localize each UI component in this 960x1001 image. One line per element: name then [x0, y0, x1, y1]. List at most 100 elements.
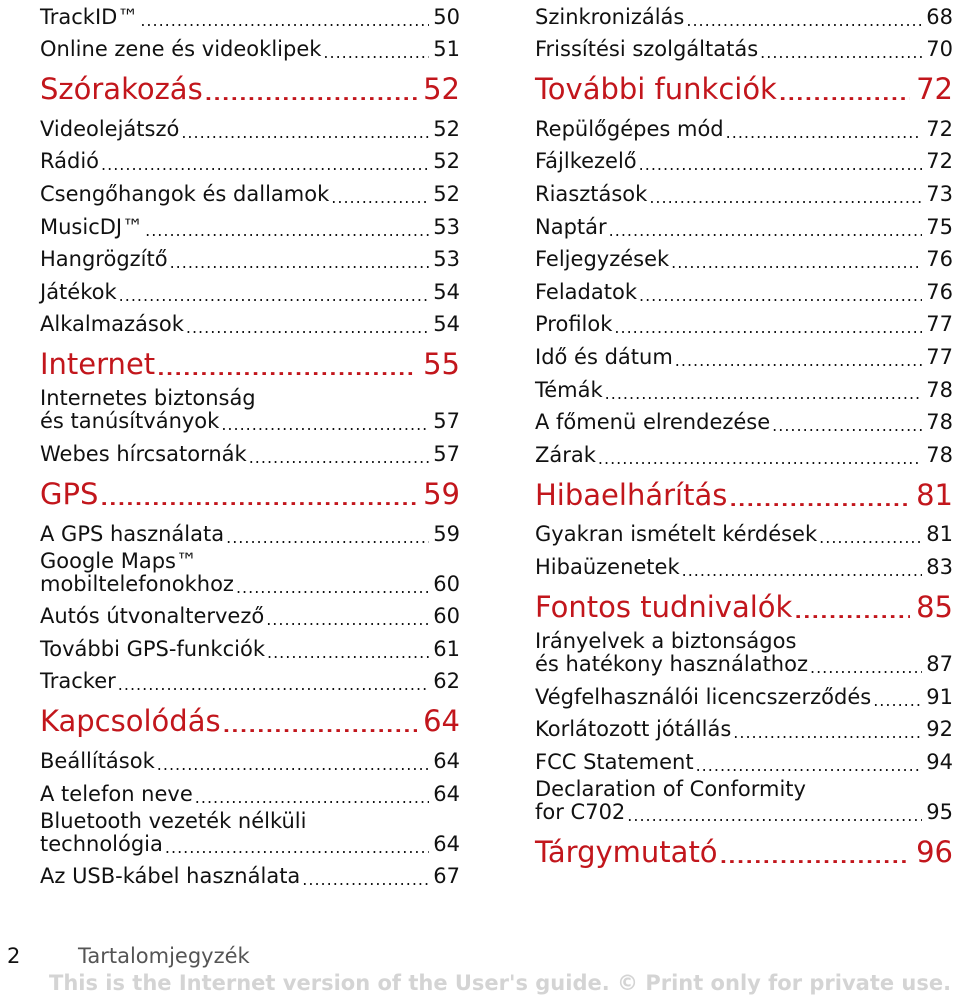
- entry-label: Tracker: [40, 669, 116, 694]
- toc-entry[interactable]: Gyakran ismételt kérdések 81: [535, 518, 953, 551]
- toc-entry[interactable]: Naptár 75: [535, 210, 953, 243]
- toc-entry[interactable]: Feljegyzések 76: [535, 243, 953, 276]
- toc-entry[interactable]: Autós útvonaltervező 60: [40, 600, 460, 633]
- entry-label: Fájlkezelő: [535, 149, 637, 174]
- toc-entry[interactable]: Idő és dátum 77: [535, 340, 953, 373]
- dot-leader: [221, 420, 429, 430]
- dot-leader: [165, 843, 429, 853]
- toc-entry[interactable]: Online zene és videoklipek 51: [40, 33, 460, 66]
- dot-leader: [226, 533, 429, 543]
- dot-leader: [810, 663, 922, 673]
- entry-label: Játékok: [40, 279, 117, 304]
- entry-label: Témák: [535, 377, 603, 402]
- toc-entry[interactable]: TrackID™ 50: [40, 0, 460, 33]
- entry-label: Riasztások: [535, 181, 648, 206]
- page-ref: 52: [433, 149, 460, 174]
- dot-leader: [181, 128, 429, 138]
- page-ref: 54: [433, 312, 460, 337]
- toc-section-heading[interactable]: Kapcsolódás 64: [40, 697, 460, 744]
- toc-entry[interactable]: Rádió 52: [40, 145, 460, 178]
- entry-label: mobiltelefonokhoz: [40, 571, 234, 596]
- toc-entry[interactable]: Szinkronizálás 68: [535, 0, 953, 33]
- dot-leader: [101, 160, 429, 170]
- toc-entry[interactable]: Webes hírcsatornák 57: [40, 437, 460, 470]
- section-label: Fontos tudnivalók: [535, 589, 793, 624]
- dot-leader: [605, 389, 923, 399]
- toc-entry[interactable]: Játékok 54: [40, 275, 460, 308]
- toc-entry[interactable]: Végfelhasználói licencszerződés 91: [535, 680, 953, 713]
- page-ref: 96: [916, 834, 953, 869]
- toc-section-heading[interactable]: Szórakozás 52: [40, 65, 460, 112]
- dot-leader: [323, 48, 429, 58]
- toc-section-heading[interactable]: Fontos tudnivalók 85: [535, 583, 953, 630]
- dot-leader: [170, 258, 430, 268]
- dot-leader: [609, 226, 923, 236]
- entry-label: Feladatok: [535, 279, 637, 304]
- dot-leader: [720, 851, 911, 863]
- page-ref: 72: [916, 72, 953, 107]
- toc-section-heading[interactable]: Tárgymutató 96: [535, 828, 953, 875]
- toc-entry[interactable]: Riasztások 73: [535, 177, 953, 210]
- toc-section-heading[interactable]: Hibaelhárítás 81: [535, 471, 953, 518]
- toc-entry[interactable]: Alkalmazások 54: [40, 308, 460, 341]
- section-label: További funkciók: [535, 72, 777, 107]
- dot-leader: [733, 728, 922, 738]
- toc-entry[interactable]: Csengőhangok és dallamok 52: [40, 177, 460, 210]
- toc-entry[interactable]: Hibaüzenetek 83: [535, 550, 953, 583]
- section-label: Internet: [40, 347, 156, 382]
- section-label: Szórakozás: [40, 72, 203, 107]
- entry-label: TrackID™: [40, 4, 139, 29]
- dot-leader: [627, 811, 922, 821]
- toc-entry[interactable]: A főmenü elrendezése 78: [535, 406, 953, 439]
- page-ref: 59: [423, 476, 460, 511]
- toc-entry[interactable]: A GPS használata 59: [40, 517, 460, 550]
- toc-entry[interactable]: Beállítások 64: [40, 744, 460, 777]
- toc-entry[interactable]: Témák 78: [535, 373, 953, 406]
- toc-entry[interactable]: Profilok 77: [535, 308, 953, 341]
- toc-entry[interactable]: Zárak 78: [535, 438, 953, 471]
- entry-label: Idő és dátum: [535, 344, 673, 369]
- toc-entry[interactable]: További GPS-funkciók 61: [40, 632, 460, 665]
- dot-leader: [779, 88, 910, 100]
- toc-entry-label-line1: Internetes biztonság: [40, 386, 256, 411]
- toc-entry[interactable]: Hangrögzítő 53: [40, 243, 460, 276]
- toc-entry[interactable]: Fájlkezelő 72: [535, 145, 953, 178]
- toc-entry[interactable]: Korlátozott jótállás 92: [535, 713, 953, 746]
- dot-leader: [794, 606, 910, 618]
- page-ref: 81: [926, 522, 953, 547]
- page-ref: 83: [926, 554, 953, 579]
- page-number: 2: [7, 944, 21, 968]
- page-ref: 57: [433, 409, 460, 434]
- page-ref: 78: [926, 377, 953, 402]
- page-ref: 62: [433, 669, 460, 694]
- toc-entry[interactable]: Frissítési szolgáltatás 70: [535, 33, 953, 66]
- toc-entry[interactable]: Tracker 62: [40, 665, 460, 698]
- toc-section-heading[interactable]: További funkciók 72: [535, 65, 953, 112]
- entry-label: Az USB-kábel használata: [40, 864, 301, 889]
- toc-section-heading[interactable]: Internet 55: [40, 340, 460, 387]
- dot-leader: [729, 494, 910, 506]
- toc-entry[interactable]: FCC Statement 94: [535, 745, 953, 778]
- toc-entry[interactable]: MusicDJ™ 53: [40, 210, 460, 243]
- toc-entry[interactable]: Repülőgépes mód 72: [535, 112, 953, 145]
- entry-label: Webes hírcsatornák: [40, 441, 247, 466]
- dot-leader: [614, 323, 922, 333]
- dot-leader: [686, 16, 922, 26]
- entry-label: A GPS használata: [40, 521, 225, 546]
- entry-label: Rádió: [40, 149, 100, 174]
- toc-entry[interactable]: Feladatok 76: [535, 275, 953, 308]
- dot-leader: [675, 356, 922, 366]
- entry-label: Alkalmazások: [40, 312, 184, 337]
- toc-section-heading[interactable]: GPS 59: [40, 470, 460, 517]
- toc-entry[interactable]: Az USB-kábel használata 67: [40, 860, 460, 893]
- toc-entry[interactable]: Videolejátszó 52: [40, 112, 460, 145]
- page-ref: 53: [433, 214, 460, 239]
- toc-entry[interactable]: Irányelvek a biztonságos és hatékony hasz…: [535, 629, 953, 680]
- page-ref: 64: [423, 704, 460, 739]
- toc-entry-label-line1: Declaration of Conformity: [535, 776, 806, 801]
- toc-entry[interactable]: A telefon neve 64: [40, 777, 460, 810]
